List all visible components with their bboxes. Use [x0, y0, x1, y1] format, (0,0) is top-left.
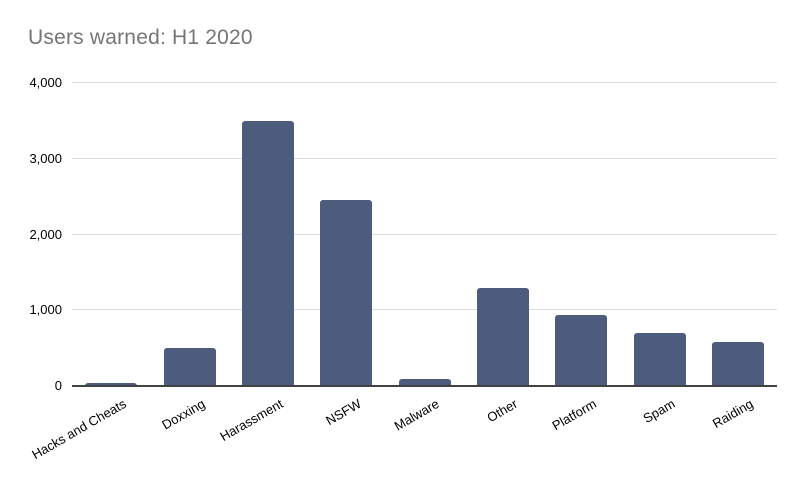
- bar-hacks-and-cheats: [85, 383, 137, 386]
- x-axis-label-hacks-and-cheats: Hacks and Cheats: [29, 396, 129, 463]
- bar-other: [477, 288, 529, 386]
- bar-spam: [634, 333, 686, 386]
- x-axis-label-raiding: Raiding: [709, 396, 756, 432]
- chart-title: Users warned: H1 2020: [28, 26, 253, 49]
- bar-platform: [555, 315, 607, 386]
- gridline-4000: [72, 82, 777, 83]
- y-axis-tick-label: 1,000: [29, 302, 62, 318]
- bar-nsfw: [320, 200, 372, 386]
- y-axis-tick-label: 3,000: [29, 150, 62, 166]
- x-axis-label-other: Other: [484, 396, 521, 426]
- bar-malware: [399, 379, 451, 386]
- x-axis-label-harassment: Harassment: [217, 396, 286, 445]
- x-axis-label-doxxing: Doxxing: [158, 396, 207, 433]
- bar-doxxing: [164, 348, 216, 386]
- x-axis-label-spam: Spam: [640, 396, 677, 426]
- x-axis-label-malware: Malware: [391, 396, 442, 434]
- y-axis-tick-label: 4,000: [29, 75, 62, 90]
- y-axis-tick-label: 0: [54, 378, 62, 393]
- gridline-1000: [72, 309, 777, 311]
- gridline-2000: [72, 233, 777, 235]
- bar-raiding: [712, 342, 764, 386]
- x-axis-baseline: [72, 385, 777, 387]
- gridline-3000: [72, 157, 777, 159]
- bar-harassment: [242, 121, 294, 386]
- y-axis-tick-label: 2,000: [29, 226, 62, 242]
- x-axis-label-nsfw: NSFW: [323, 396, 364, 429]
- x-axis-label-platform: Platform: [549, 396, 599, 434]
